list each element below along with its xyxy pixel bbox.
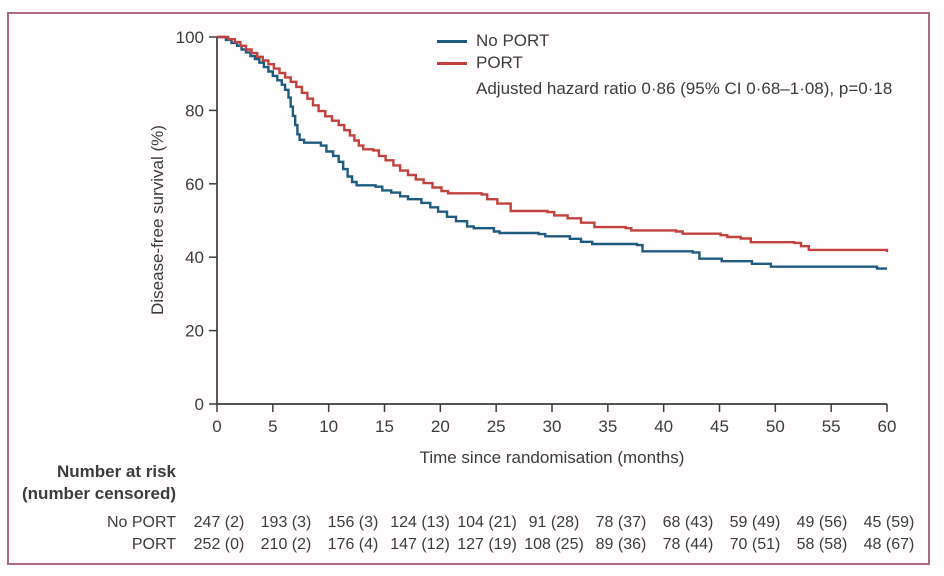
risk-row-label: No PORT [106, 514, 176, 531]
x-tick-label: 55 [822, 417, 841, 436]
port-curve [217, 35, 889, 253]
risk-row-port: PORT 252 (0) 210 (2) 176 (4) 147 (12) 127 (19… [0, 536, 944, 558]
y-tick-label: 60 [185, 175, 204, 194]
y-tick-label: 100 [176, 28, 204, 47]
y-tick-label: 0 [195, 395, 204, 414]
risk-value: 70 (51) [729, 536, 781, 553]
x-axis-title: Time since randomisation (months) [419, 448, 685, 467]
risk-table-header: Number at risk (number censored) [0, 461, 176, 505]
x-tick-label: 0 [212, 417, 221, 436]
x-tick-label: 25 [487, 417, 506, 436]
risk-row-label: PORT [131, 536, 176, 553]
risk-value: 59 (49) [729, 514, 781, 531]
y-axis-title: Disease-free survival (%) [148, 125, 167, 315]
risk-value: 147 (12) [390, 536, 450, 553]
risk-value: 104 (21) [457, 514, 517, 531]
legend-item-no-port: No PORT [437, 30, 549, 52]
x-tick-label: 10 [319, 417, 338, 436]
risk-value: 58 (58) [796, 536, 848, 553]
risk-value: 68 (43) [662, 514, 714, 531]
risk-row-no-port: No PORT 247 (2) 193 (3) 156 (3) 124 (13) 104 … [0, 514, 944, 536]
risk-value: 127 (19) [457, 536, 517, 553]
risk-value: 91 (28) [528, 514, 580, 531]
risk-value: 45 (59) [863, 514, 915, 531]
risk-value: 176 (4) [327, 536, 379, 553]
x-tick-label: 60 [878, 417, 897, 436]
legend-label-port: PORT [476, 53, 523, 72]
x-tick-label: 5 [268, 417, 277, 436]
risk-value: 252 (0) [193, 536, 245, 553]
x-tick-label: 20 [431, 417, 450, 436]
y-tick-label: 80 [185, 101, 204, 120]
x-tick-label: 50 [766, 417, 785, 436]
risk-value: 193 (3) [260, 514, 312, 531]
hazard-ratio-annotation: Adjusted hazard ratio 0·86 (95% CI 0·68–… [476, 79, 893, 98]
x-tick-label: 40 [654, 417, 673, 436]
risk-value: 210 (2) [260, 536, 312, 553]
risk-table-header-line1: Number at risk [56, 462, 176, 481]
x-tick-label: 45 [710, 417, 729, 436]
legend-item-port: PORT [437, 52, 549, 74]
risk-value: 124 (13) [390, 514, 450, 531]
legend: No PORT PORT [437, 30, 549, 74]
risk-value: 247 (2) [193, 514, 245, 531]
risk-value: 49 (56) [796, 514, 848, 531]
risk-value: 78 (37) [595, 514, 647, 531]
legend-label-no-port: No PORT [476, 31, 550, 50]
x-tick-label: 15 [375, 417, 394, 436]
port-line-swatch [437, 61, 467, 65]
risk-value: 78 (44) [662, 536, 714, 553]
risk-value: 108 (25) [524, 536, 584, 553]
risk-value: 156 (3) [327, 514, 379, 531]
risk-table-header-line2: (number censored) [22, 484, 176, 503]
y-tick-label: 40 [185, 248, 204, 267]
risk-value: 89 (36) [595, 536, 647, 553]
no-port-curve [217, 35, 887, 270]
y-tick-label: 20 [185, 322, 204, 341]
risk-value: 48 (67) [863, 536, 915, 553]
x-tick-label: 30 [543, 417, 562, 436]
no-port-line-swatch [437, 39, 467, 43]
x-tick-label: 35 [598, 417, 617, 436]
